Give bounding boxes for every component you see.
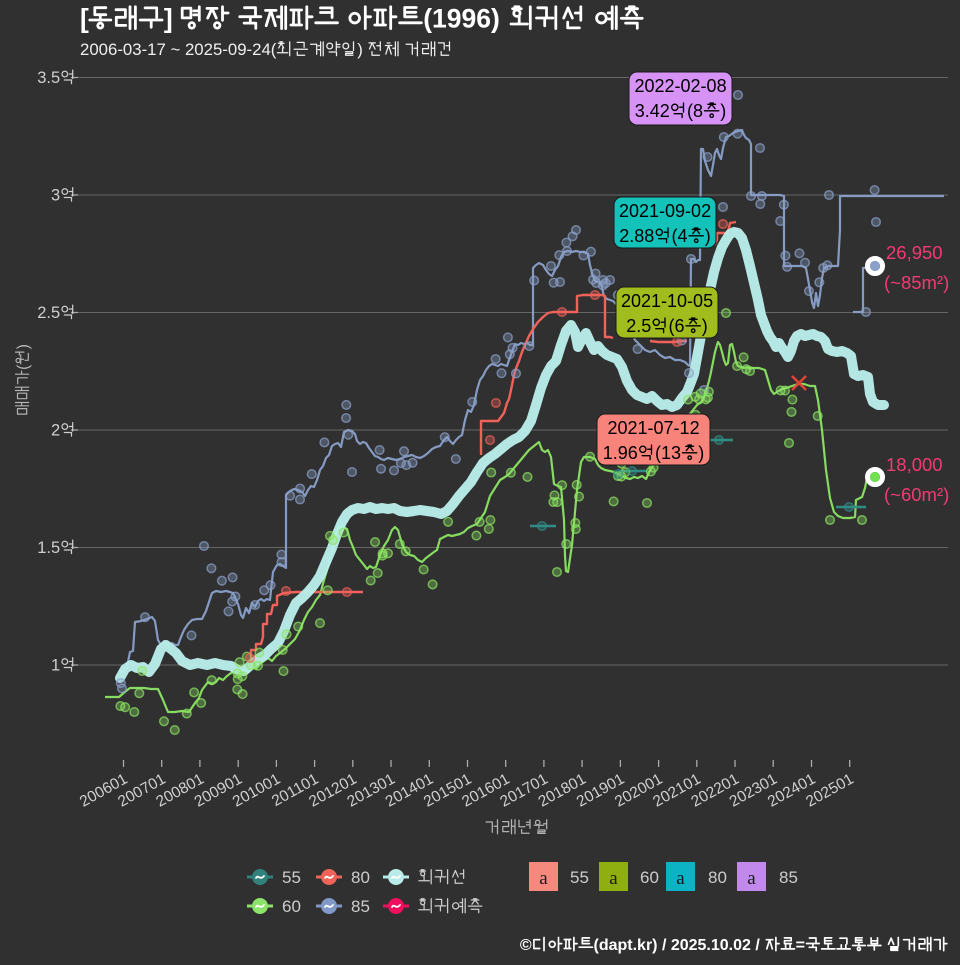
svg-text:): ) (698, 443, 704, 463)
svg-text:2.5: 2.5 (626, 316, 651, 336)
svg-text:]: ] (164, 4, 173, 34)
svg-text:2.5: 2.5 (37, 304, 60, 322)
svg-text:2.88: 2.88 (619, 226, 654, 246)
svg-text:18,000: 18,000 (886, 454, 943, 475)
svg-text:(~60m²): (~60m²) (884, 484, 949, 505)
svg-text:(13: (13 (655, 443, 681, 463)
svg-text:(: ( (15, 364, 32, 370)
svg-text:85: 85 (779, 868, 798, 887)
svg-text:): ) (15, 344, 32, 349)
svg-text:80: 80 (708, 868, 727, 887)
svg-text:2021-07-12: 2021-07-12 (608, 418, 700, 438)
svg-text:1.5: 1.5 (37, 539, 60, 557)
svg-text:=: = (796, 937, 805, 954)
svg-text:80: 80 (351, 868, 370, 887)
svg-text:): ) (720, 101, 726, 121)
svg-text:2021-09-02: 2021-09-02 (619, 201, 711, 221)
svg-text:): ) (705, 226, 711, 246)
svg-text:26,950: 26,950 (886, 242, 943, 263)
svg-text:55: 55 (282, 868, 301, 887)
svg-text:©: © (520, 937, 532, 954)
svg-text:): ) (702, 316, 708, 336)
svg-text:2006-03-17 ~ 2025-09-24(: 2006-03-17 ~ 2025-09-24( (80, 40, 277, 59)
svg-text:1: 1 (51, 657, 60, 675)
svg-text:a: a (539, 868, 548, 889)
svg-text:(dapt.kr) / 2025.10.02 /: (dapt.kr) / 2025.10.02 / (594, 937, 761, 954)
svg-text:60: 60 (640, 868, 659, 887)
svg-text:2: 2 (51, 422, 60, 440)
svg-text:2021-10-05: 2021-10-05 (621, 291, 713, 311)
svg-text:(4: (4 (672, 226, 688, 246)
svg-text:3.42: 3.42 (635, 101, 670, 121)
svg-text:3.5: 3.5 (37, 69, 60, 87)
svg-text:2022-02-08: 2022-02-08 (635, 76, 727, 96)
svg-text:[: [ (80, 4, 89, 34)
svg-text:(1996): (1996) (423, 4, 500, 34)
svg-text:85: 85 (351, 897, 370, 916)
svg-text:1.96: 1.96 (603, 443, 638, 463)
svg-text:a: a (747, 868, 756, 889)
svg-text:(~85m²): (~85m²) (884, 272, 949, 293)
svg-text:(6: (6 (669, 316, 685, 336)
svg-text:60: 60 (282, 897, 301, 916)
svg-text:(8: (8 (687, 101, 703, 121)
svg-text:): ) (357, 40, 363, 59)
svg-text:3: 3 (51, 187, 60, 205)
svg-text:55: 55 (570, 868, 589, 887)
svg-text:a: a (676, 868, 685, 889)
svg-text:a: a (609, 868, 618, 889)
